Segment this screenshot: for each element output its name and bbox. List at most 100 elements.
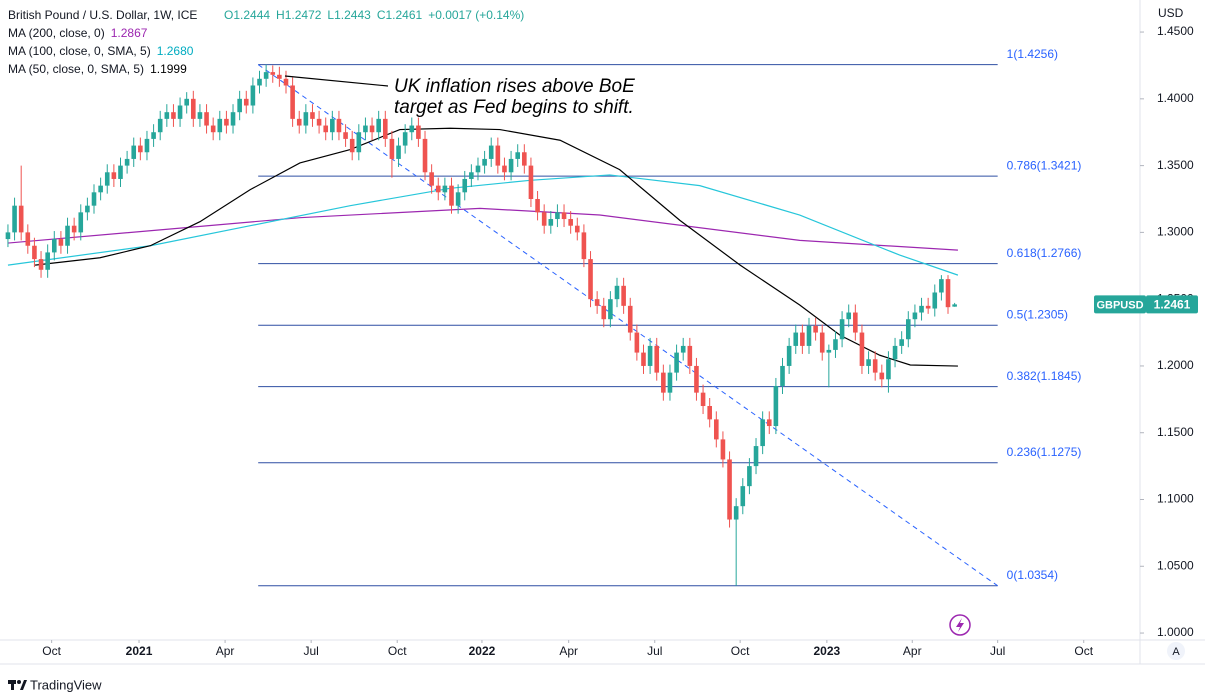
candle-body	[819, 332, 825, 353]
candle-body	[541, 212, 547, 226]
candle-body	[853, 312, 858, 333]
candle-body	[257, 78, 262, 86]
candle-body	[435, 185, 441, 193]
logo	[8, 680, 27, 690]
candle-body	[760, 419, 765, 447]
candle-body	[899, 339, 904, 346]
candle-body	[561, 212, 567, 220]
candle-body	[866, 359, 871, 366]
candle-body	[740, 486, 746, 507]
candle-body	[177, 105, 183, 119]
candle-body	[283, 78, 289, 86]
candle-body	[204, 112, 209, 126]
candle-body	[91, 192, 97, 206]
candle-body	[210, 125, 216, 133]
candle-body	[839, 319, 845, 340]
chart-title: British Pound / U.S. Dollar, 1W, ICE	[8, 8, 197, 22]
x-tick-label: Oct	[731, 644, 750, 658]
candle-body	[323, 125, 329, 133]
candle-body	[800, 332, 805, 346]
annotation: target as Fed begins to shift.	[394, 97, 634, 118]
candle-body	[144, 138, 150, 153]
candle-body	[104, 172, 110, 186]
x-tick-label: Apr	[216, 644, 235, 658]
candle-body	[389, 138, 395, 159]
candle-body	[224, 118, 229, 126]
candle-body	[495, 145, 501, 166]
fib-label: 0.786(1.3421)	[1007, 158, 1082, 172]
candle-body	[859, 332, 865, 366]
candle-body	[647, 345, 653, 366]
candle-body	[879, 372, 885, 380]
candle-body	[700, 392, 706, 407]
candle-body	[138, 145, 143, 153]
candle-body	[925, 305, 931, 309]
candle-body	[442, 185, 448, 193]
x-tick-label: 2021	[126, 644, 153, 658]
candle-body	[356, 132, 362, 153]
candle-body	[601, 305, 607, 320]
candle-body	[85, 205, 90, 213]
candle-body	[429, 172, 434, 186]
candle-body	[654, 345, 660, 373]
candle-body	[952, 304, 957, 307]
moving-average	[7, 207, 958, 251]
candle-body	[422, 138, 428, 173]
candle-body	[733, 506, 739, 520]
candle-body	[727, 459, 732, 520]
legend-name: MA (100, close, 0, SMA, 5)	[8, 44, 151, 58]
candle-body	[316, 118, 322, 126]
legend-value: 1.2867	[111, 26, 148, 40]
y-tick-label: 1.2000	[1157, 358, 1194, 372]
candle-body	[488, 145, 494, 159]
y-tick-label: 1.3000	[1157, 225, 1194, 239]
candle-body	[38, 259, 44, 270]
candle-body	[773, 385, 779, 427]
header-value: +0.0017 (+0.14%)	[428, 8, 524, 22]
candle-body	[786, 345, 792, 366]
y-tick-label: 1.0500	[1157, 558, 1194, 572]
candle-body	[892, 345, 898, 360]
x-tick-label: Jul	[303, 644, 318, 658]
x-tick-label: Jul	[647, 644, 662, 658]
candle-body	[833, 339, 838, 350]
candle-body	[296, 118, 302, 126]
legend-name: MA (50, close, 0, SMA, 5)	[8, 62, 144, 76]
candle-body	[382, 118, 388, 139]
auto-scale-label: A	[1172, 646, 1180, 658]
event-icon-bolt	[956, 618, 964, 632]
candle-body	[65, 225, 70, 246]
y-tick-label: 1.3500	[1157, 158, 1194, 172]
candle-body	[303, 112, 309, 126]
candle-body	[753, 446, 759, 467]
candle-body	[369, 125, 375, 133]
candle-body	[475, 165, 481, 173]
candle-body	[621, 285, 626, 306]
candle-body	[277, 74, 282, 79]
candle-body	[5, 232, 11, 240]
x-tick-label: 2022	[469, 644, 496, 658]
legend-name: MA (200, close, 0)	[8, 26, 105, 40]
candle-body	[25, 232, 31, 246]
candle-body	[806, 325, 812, 346]
auto-scale-button[interactable]	[1167, 642, 1185, 660]
plot	[5, 31, 1144, 643]
candle-body	[608, 299, 613, 320]
candle-body	[482, 158, 487, 166]
annotation-pointer	[284, 75, 389, 87]
candle-body	[707, 406, 712, 420]
candle-body	[217, 118, 223, 133]
candle-body	[886, 359, 891, 380]
candle-body	[131, 145, 137, 159]
candle-body	[45, 252, 50, 270]
candle-body	[641, 352, 646, 366]
candle-body	[416, 125, 421, 139]
candle-body	[363, 125, 368, 133]
candle-body	[614, 285, 620, 300]
candle-body	[349, 138, 355, 153]
candle-body	[171, 112, 176, 119]
fib-label: 1(1.4256)	[1007, 47, 1058, 61]
y-tick-label: 1.4000	[1157, 91, 1194, 105]
candle-body	[846, 312, 852, 320]
